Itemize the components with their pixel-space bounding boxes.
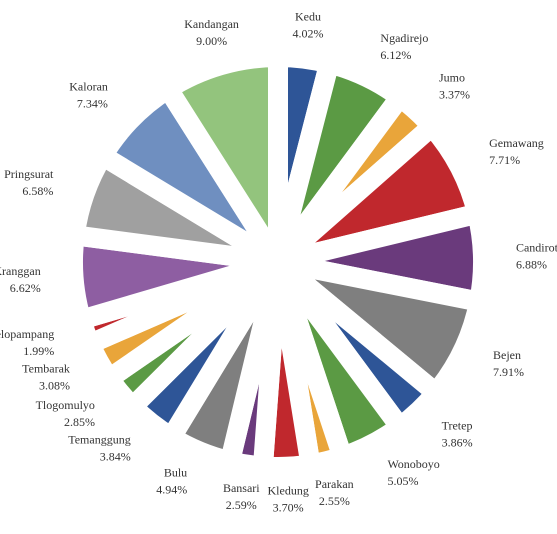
slice-label: Wonoboyo [387, 457, 439, 471]
pie-slice [154, 46, 288, 297]
slice-label: Kranggan [0, 264, 41, 278]
slice-value-label: 5.05% [387, 474, 418, 488]
slice-label: Bulu [164, 466, 187, 480]
slice-label: Kledung [268, 484, 309, 498]
slice-label: Tembarak [22, 361, 70, 375]
slice-label: Selopampang [0, 327, 54, 341]
slice-value-label: 1.99% [23, 344, 54, 358]
slice-value-label: 6.58% [22, 184, 53, 198]
slice-value-label: 3.86% [442, 436, 473, 450]
slice-value-label: 2.85% [64, 415, 95, 429]
slice-value-label: 6.12% [380, 48, 411, 62]
slice-value-label: 7.71% [489, 153, 520, 167]
slice-label: Candiroto [516, 241, 557, 255]
slice-label: Temanggung [68, 433, 130, 447]
slice-value-label: 3.08% [39, 378, 70, 392]
slice-value-label: 6.62% [10, 281, 41, 295]
slice-label: Parakan [315, 477, 354, 491]
slice-value-label: 7.91% [493, 365, 524, 379]
slice-label: Tlogomulyo [36, 398, 95, 412]
slice-value-label: 7.34% [77, 96, 108, 110]
slice-label: Bansari [223, 481, 260, 495]
slice-label: Kedu [295, 10, 321, 24]
slice-value-label: 4.02% [292, 27, 323, 41]
slice-value-label: 4.94% [156, 483, 187, 497]
slice-label: Kaloran [69, 79, 108, 93]
slice-label: Tretep [442, 419, 473, 433]
slice-value-label: 3.37% [439, 87, 470, 101]
slice-value-label: 9.00% [196, 34, 227, 48]
slice-value-label: 2.55% [319, 494, 350, 508]
center-hole [248, 232, 308, 292]
slice-value-label: 2.59% [226, 498, 257, 512]
slice-value-label: 6.88% [516, 258, 547, 272]
slice-label: Gemawang [489, 136, 544, 150]
slice-label: Kandangan [184, 17, 239, 31]
slice-label: Pringsurat [4, 167, 54, 181]
slice-label: Jumo [439, 70, 465, 84]
slice-label: Ngadirejo [380, 31, 428, 45]
slice-value-label: 3.84% [100, 450, 131, 464]
slice-label: Bejen [493, 348, 521, 362]
slice-value-label: 3.70% [273, 501, 304, 515]
